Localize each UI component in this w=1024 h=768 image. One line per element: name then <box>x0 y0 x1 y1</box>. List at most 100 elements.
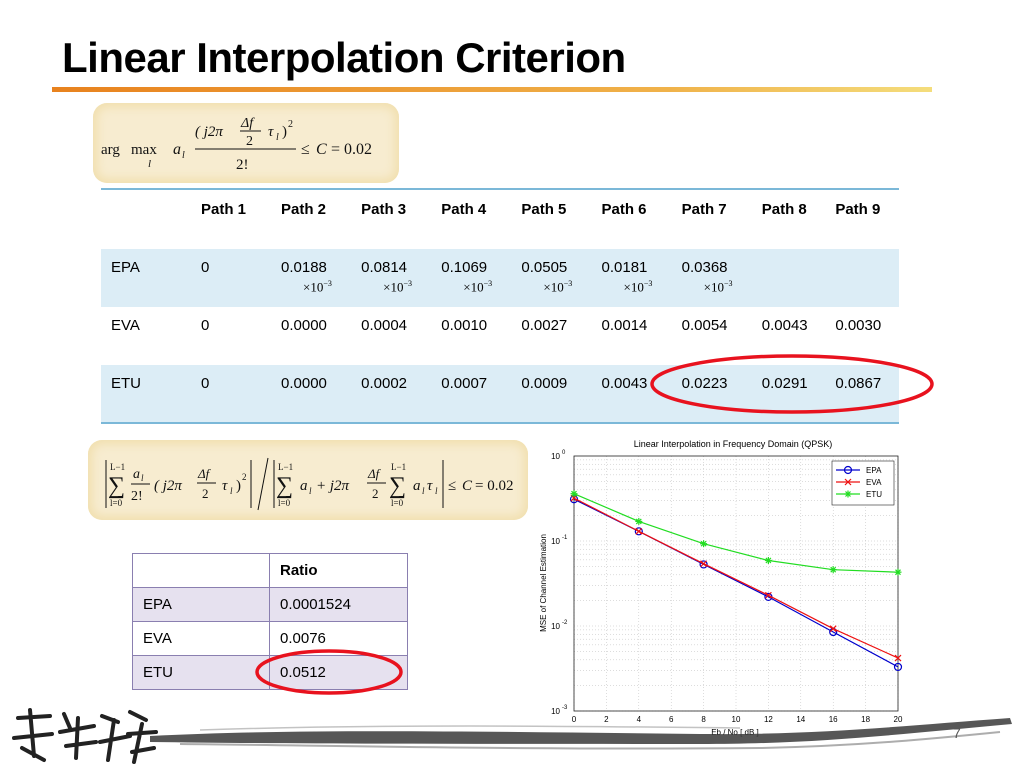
table-cell: 0.0004 <box>361 317 408 334</box>
x-tick-label: 16 <box>829 715 838 724</box>
a-subscript: l <box>182 150 185 161</box>
table-cell: 0.0814 ×10−3 <box>351 249 432 307</box>
y-tick-exponent: -2 <box>562 620 568 626</box>
data-point-eva <box>894 654 902 662</box>
delta-f: Δf <box>240 116 255 131</box>
legend-marker-eva <box>844 478 852 486</box>
ratio-header-cell <box>132 553 270 588</box>
cell-value: 0.0181 <box>601 259 648 276</box>
tau-symbol: τ <box>268 124 274 140</box>
delta-f: Δf <box>367 466 382 481</box>
title-underline <box>52 87 932 92</box>
normalized-criterion-formula: L−1 ∑ l=0 a l 2! ( j2π Δf 2 τ l ) 2 L−1 … <box>105 457 513 511</box>
table-header-cell: Path 9 <box>825 188 899 249</box>
ratio-table: Ratio EPA 0.0001524 EVA 0.0076 ETU 0.051… <box>132 553 408 690</box>
table-header-cell: Path 7 <box>671 188 752 249</box>
c-value: = 0.02 <box>475 478 513 494</box>
x-tick-label: 6 <box>669 715 674 724</box>
table-row-eva: EVA 0 0.0000 0.0004 0.0010 0.0027 0.0014… <box>101 307 899 365</box>
sum-upper-limit: L−1 <box>278 462 293 472</box>
tau-symbol: τ <box>222 478 228 494</box>
table-cell: 0.0010 <box>441 317 488 334</box>
table-cell <box>751 249 826 307</box>
page-number: 7 <box>953 725 961 741</box>
frac-two: 2 <box>202 486 209 501</box>
max-subscript: l <box>148 158 151 170</box>
exponent-factor: ×10−3 <box>303 279 332 295</box>
row-label: EVA <box>111 317 140 334</box>
a-symbol: a <box>133 467 140 482</box>
legend-label-etu: ETU <box>866 490 882 499</box>
a-symbol: a <box>300 478 308 494</box>
table-cell: 0.0007 <box>431 365 512 424</box>
ratio-value: 0.0512 <box>269 655 408 690</box>
table-cell: 0 <box>201 317 210 334</box>
table-cell: 0.0867 <box>825 365 899 424</box>
ratio-value: 0.0076 <box>269 621 408 656</box>
c-symbol: C <box>316 141 327 158</box>
close-paren: ) <box>282 124 287 140</box>
j2pi-text: ( j2π <box>195 124 223 140</box>
ratio-row-etu: ETU 0.0512 <box>132 655 408 690</box>
cell-value: 0.1069 <box>441 259 488 276</box>
normalized-criterion-formula-box: L−1 ∑ l=0 a l 2! ( j2π Δf 2 τ l ) 2 L−1 … <box>88 440 528 520</box>
table-cell: 0.0291 <box>751 365 826 424</box>
j2pi-text: ( j2π <box>154 478 182 494</box>
data-point-epa <box>634 527 643 536</box>
frac-two: 2 <box>372 486 379 501</box>
table-cell: 0.0054 <box>681 317 728 334</box>
criterion-formula-box: arg max l a l ( j2π Δf 2 τ l ) 2 2! ≤ C … <box>93 103 399 183</box>
exponent-factor: ×10−3 <box>543 279 573 295</box>
y-tick-exponent: -1 <box>562 535 568 541</box>
square-exponent: 2 <box>242 472 247 482</box>
two-factorial: 2! <box>131 489 143 504</box>
data-point-eva <box>635 527 643 535</box>
data-point-epa <box>699 560 708 569</box>
y-tick-label: 10 <box>551 452 560 461</box>
ratio-header-row: Ratio <box>132 553 408 588</box>
y-tick-label: 10 <box>551 537 560 546</box>
table-header-cell: Path 1 <box>191 188 271 249</box>
row-label: ETU <box>101 365 191 424</box>
decorative-footer <box>12 708 1012 764</box>
frac-two: 2 <box>246 134 253 149</box>
a-subscript: l <box>309 486 312 496</box>
data-point-eva <box>829 625 837 633</box>
sum-sign: ∑ <box>389 473 406 499</box>
legend-marker-epa <box>843 465 853 475</box>
tau-symbol: τ <box>427 478 433 494</box>
a-subscript: l <box>422 486 425 496</box>
table-cell: 0.0002 <box>351 365 432 424</box>
slide-title: Linear Interpolation Criterion <box>62 34 626 81</box>
chart-title: Linear Interpolation in Frequency Domain… <box>634 439 833 449</box>
mse-chart: Linear Interpolation in Frequency Domain… <box>539 439 903 737</box>
table-cell: 0.0000 <box>281 317 327 334</box>
data-point-etu <box>635 517 643 525</box>
table-cell: 0 <box>191 249 271 307</box>
table-cell: 0.0223 <box>671 365 752 424</box>
cell-value: 0.0505 <box>521 259 568 276</box>
x-tick-label: 12 <box>764 715 773 724</box>
data-point-etu <box>894 568 902 576</box>
x-tick-label: 18 <box>861 715 870 724</box>
table-cell: 0.0000 <box>271 365 352 424</box>
x-tick-label: 8 <box>701 715 706 724</box>
tau-subscript: l <box>435 486 438 496</box>
table-cell: 0.0368 ×10−3 <box>671 249 752 307</box>
table-cell: 0.0014 <box>601 317 648 334</box>
data-point-eva <box>764 591 772 599</box>
tau-subscript: l <box>276 132 279 143</box>
max-text: max <box>131 142 157 158</box>
cell-value: 0.0188 <box>281 259 327 276</box>
sum-lower-limit: l=0 <box>391 498 404 508</box>
arg-text: arg <box>101 142 120 158</box>
path-power-table: Path 1 Path 2 Path 3 Path 4 Path 5 Path … <box>101 188 899 424</box>
table-row-epa: EPA 0 0.0188 ×10−3 0.0814 ×10−3 0.1069 ×10−… <box>101 249 899 307</box>
a-symbol: a <box>413 478 421 494</box>
series-line-eva <box>573 497 899 659</box>
legend-label-epa: EPA <box>866 466 882 475</box>
delta-f: Δf <box>197 466 212 481</box>
x-tick-label: 10 <box>732 715 741 724</box>
ratio-header-cell: Ratio <box>269 553 408 588</box>
